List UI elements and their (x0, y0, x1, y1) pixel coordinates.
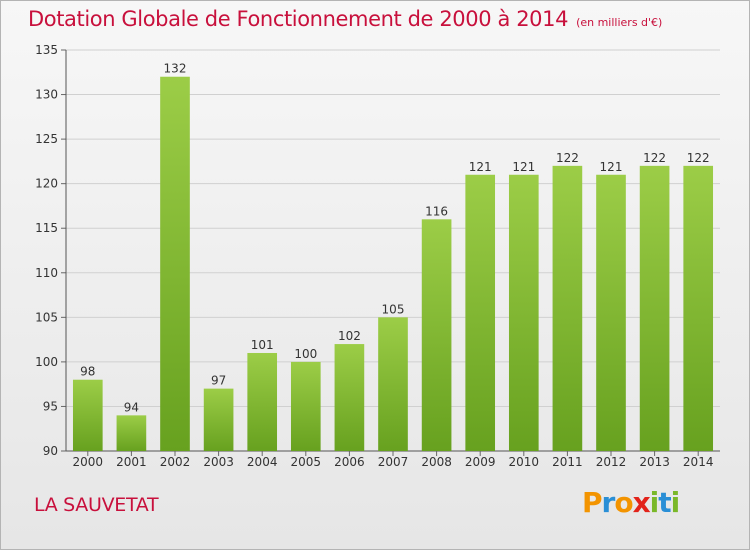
bar[interactable] (552, 165, 583, 451)
x-tick-label: 2005 (291, 455, 322, 469)
bar[interactable] (290, 361, 321, 451)
data-label: 122 (556, 151, 579, 165)
bar[interactable] (508, 174, 539, 451)
data-label: 97 (211, 374, 226, 388)
bar[interactable] (72, 379, 103, 451)
data-label: 102 (338, 329, 361, 343)
proxiti-logo[interactable]: Proxiti (582, 486, 681, 519)
logo-letter: i (670, 486, 681, 519)
y-tick-label: 115 (35, 221, 58, 235)
y-tick-label: 125 (35, 132, 58, 146)
data-label: 100 (294, 347, 317, 361)
data-label: 132 (164, 62, 187, 76)
bar[interactable] (203, 388, 234, 451)
data-label: 121 (469, 160, 492, 174)
x-axis: 2000 2001 2002 2003 2004 2005 2006 2007 2008 2009… (73, 451, 714, 469)
bar[interactable] (421, 219, 452, 451)
logo-letter: x (632, 486, 651, 519)
y-tick-label: 95 (43, 399, 58, 413)
bar[interactable] (683, 165, 714, 451)
bar[interactable] (465, 174, 496, 451)
commune-name: LA SAUVETAT (34, 494, 159, 516)
x-tick-label: 2014 (683, 455, 714, 469)
x-tick-label: 2003 (203, 455, 234, 469)
data-label: 122 (687, 151, 710, 165)
bar[interactable] (116, 415, 147, 451)
logo-letter: r (601, 486, 616, 519)
x-tick-label: 2009 (465, 455, 496, 469)
logo-letter: P (582, 486, 603, 519)
bar[interactable] (247, 352, 278, 451)
bar[interactable] (639, 165, 670, 451)
logo-letter: i (649, 486, 660, 519)
x-tick-label: 2007 (378, 455, 409, 469)
data-labels: 98 94 132 97 101 100 102 105 116 121 121 122 121 122 1… (80, 62, 709, 415)
data-label: 98 (80, 365, 95, 379)
x-tick-label: 2008 (421, 455, 452, 469)
x-tick-label: 2011 (552, 455, 583, 469)
y-tick-label: 90 (43, 444, 58, 458)
bar[interactable] (378, 317, 408, 451)
x-tick-label: 2001 (116, 455, 147, 469)
x-tick-label: 2013 (639, 455, 670, 469)
chart-subtitle: (en milliers d'€) (576, 16, 663, 29)
chart-title: Dotation Globale de Fonctionnement de 20… (28, 7, 569, 31)
data-label: 121 (600, 160, 623, 174)
bar[interactable] (596, 174, 626, 451)
bar[interactable] (160, 76, 190, 451)
logo-letter: o (614, 486, 633, 519)
data-label: 122 (643, 151, 666, 165)
data-label: 105 (382, 302, 405, 316)
y-tick-label: 100 (35, 355, 58, 369)
x-tick-label: 2012 (596, 455, 627, 469)
y-tick-label: 135 (35, 43, 58, 57)
y-tick-label: 130 (35, 88, 58, 102)
x-tick-label: 2004 (247, 455, 278, 469)
x-tick-label: 2002 (160, 455, 191, 469)
chart-title-block: Dotation Globale de Fonctionnement de 20… (28, 7, 662, 31)
bar[interactable] (334, 344, 365, 451)
x-tick-label: 2006 (334, 455, 365, 469)
x-tick-label: 2010 (509, 455, 540, 469)
data-label: 116 (425, 204, 448, 218)
logo-letter: t (658, 486, 671, 519)
data-label: 94 (124, 400, 139, 414)
x-tick-label: 2000 (73, 455, 104, 469)
y-tick-label: 120 (35, 177, 58, 191)
y-tick-label: 110 (35, 266, 58, 280)
bars (72, 76, 714, 451)
data-label: 121 (512, 160, 535, 174)
data-label: 101 (251, 338, 274, 352)
y-tick-label: 105 (35, 310, 58, 324)
